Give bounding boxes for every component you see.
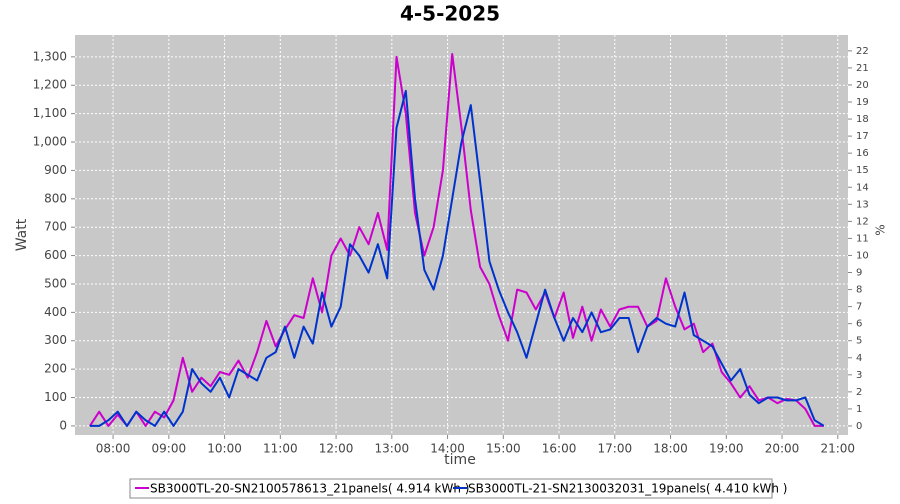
x-tick-label: 21:00 bbox=[820, 442, 855, 456]
y2-tick-label: 14 bbox=[856, 182, 869, 193]
plot-area bbox=[75, 35, 848, 435]
y2-tick-label: 16 bbox=[856, 148, 869, 159]
x-tick-label: 19:00 bbox=[709, 442, 744, 456]
chart-title: 4-5-2025 bbox=[400, 2, 500, 26]
y2-axis-label: % bbox=[874, 224, 888, 235]
y2-tick-label: 22 bbox=[856, 46, 869, 57]
y2-tick-label: 7 bbox=[856, 302, 862, 313]
y2-tick-label: 3 bbox=[856, 370, 862, 381]
x-axis-label: time bbox=[444, 452, 476, 468]
legend-label: SB3000TL-21-SN2130032031_19panels( 4.410… bbox=[468, 482, 787, 496]
y2-tick-label: 11 bbox=[856, 233, 869, 244]
legend-label: SB3000TL-20-SN2100578613_21panels( 4.914… bbox=[150, 482, 469, 496]
y-tick-label: 600 bbox=[44, 248, 67, 262]
y2-tick-label: 20 bbox=[856, 80, 869, 91]
y2-tick-label: 15 bbox=[856, 165, 869, 176]
y-tick-label: 1,000 bbox=[33, 135, 67, 149]
x-tick-label: 12:00 bbox=[319, 442, 354, 456]
y2-tick-label: 18 bbox=[856, 114, 869, 125]
series-line bbox=[89, 53, 824, 427]
x-tick-label: 10:00 bbox=[207, 442, 242, 456]
y-tick-label: 1,100 bbox=[33, 106, 67, 120]
series-line bbox=[89, 89, 825, 427]
x-tick-label: 15:00 bbox=[486, 442, 521, 456]
y-tick-label: 1,200 bbox=[33, 78, 67, 92]
y2-tick-label: 19 bbox=[856, 97, 869, 108]
x-tick-label: 13:00 bbox=[375, 442, 410, 456]
x-tick-label: 17:00 bbox=[598, 442, 633, 456]
y2-tick-label: 10 bbox=[856, 250, 869, 261]
legend bbox=[129, 478, 773, 499]
x-tick-label: 14:00 bbox=[430, 442, 465, 456]
y2-tick-label: 4 bbox=[856, 353, 862, 364]
y2-tick-label: 6 bbox=[856, 319, 862, 330]
y2-tick-label: 9 bbox=[856, 268, 862, 279]
x-tick-label: 18:00 bbox=[653, 442, 688, 456]
y-tick-label: 900 bbox=[44, 163, 67, 177]
y2-tick-label: 13 bbox=[856, 199, 869, 210]
y-tick-label: 100 bbox=[44, 390, 67, 404]
y-tick-label: 400 bbox=[44, 305, 67, 319]
y-tick-label: 800 bbox=[44, 191, 67, 205]
y2-tick-label: 0 bbox=[856, 421, 862, 432]
y-tick-label: 700 bbox=[44, 220, 67, 234]
x-tick-label: 20:00 bbox=[765, 442, 800, 456]
y2-tick-label: 1 bbox=[856, 404, 862, 415]
x-tick-label: 09:00 bbox=[152, 442, 187, 456]
y2-tick-label: 12 bbox=[856, 216, 869, 227]
y2-tick-label: 2 bbox=[856, 387, 862, 398]
y-tick-label: 0 bbox=[59, 418, 67, 432]
y-axis-label: Watt bbox=[14, 218, 30, 251]
x-tick-label: 16:00 bbox=[542, 442, 577, 456]
y-tick-label: 1,300 bbox=[33, 49, 67, 63]
x-tick-label: 08:00 bbox=[96, 442, 131, 456]
y2-tick-label: 5 bbox=[856, 336, 862, 347]
y2-tick-label: 8 bbox=[856, 285, 862, 296]
y-tick-label: 500 bbox=[44, 276, 67, 290]
x-tick-label: 11:00 bbox=[263, 442, 298, 456]
y2-tick-label: 21 bbox=[856, 63, 869, 74]
y2-tick-label: 17 bbox=[856, 131, 869, 142]
y-tick-label: 200 bbox=[44, 362, 67, 376]
y-tick-label: 300 bbox=[44, 333, 67, 347]
